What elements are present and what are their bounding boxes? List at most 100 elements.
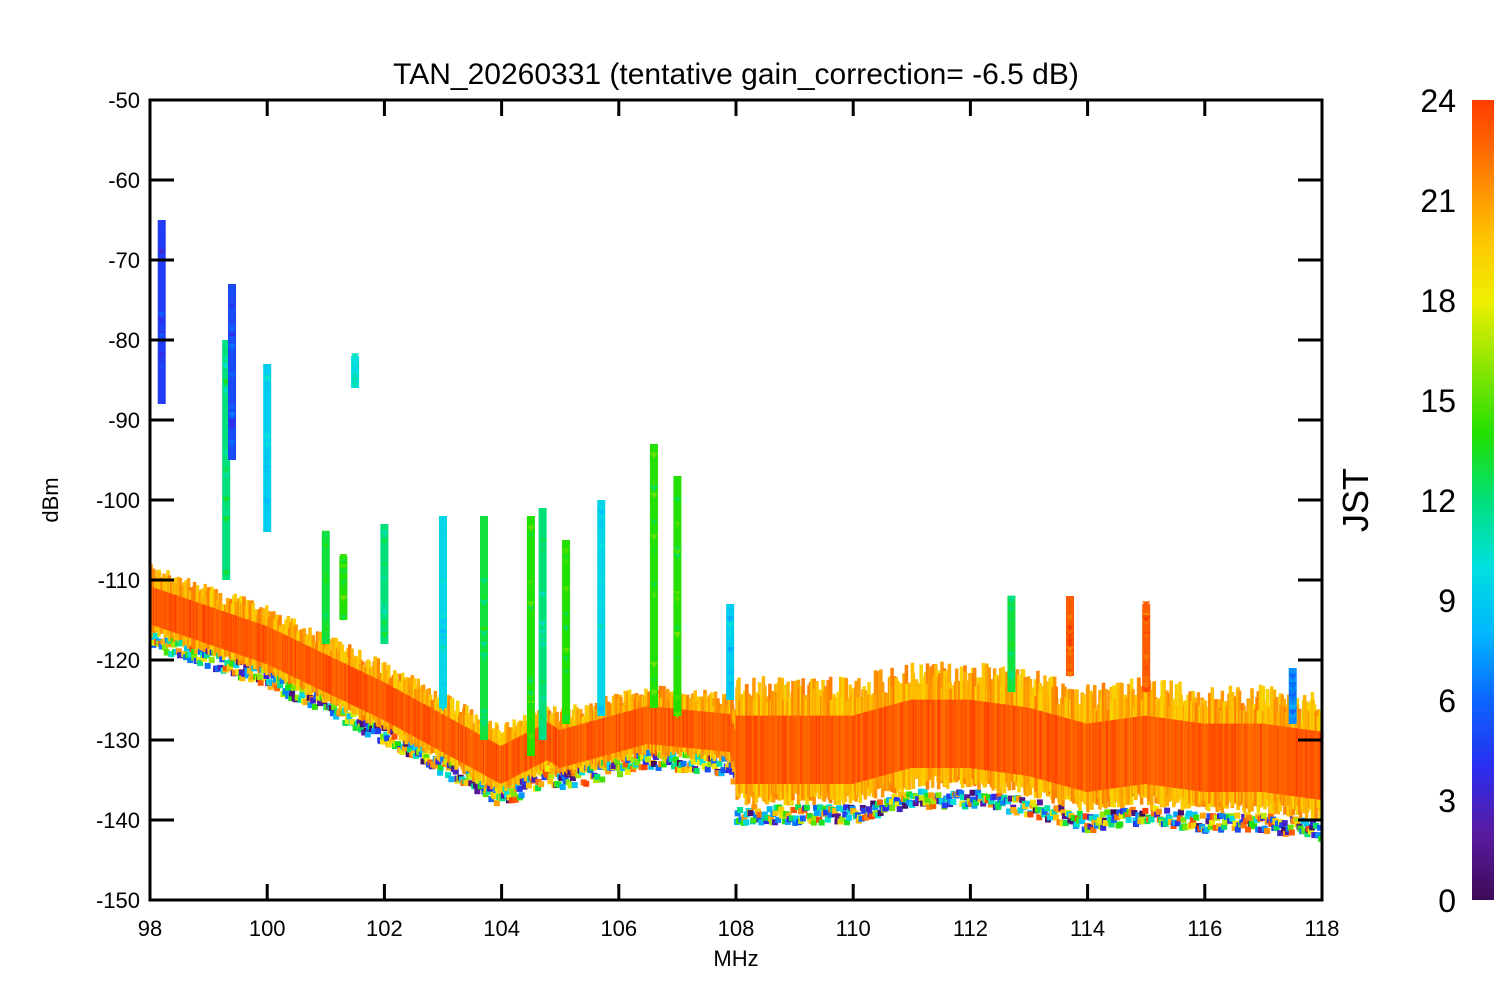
data-point [1066,663,1075,670]
data-point [538,659,547,666]
data-point [649,534,658,541]
data-point [1244,826,1251,833]
data-point [339,564,348,571]
data-point [1062,820,1069,827]
noise-band-segment [275,630,280,669]
noise-band-segment [1039,710,1043,780]
noise-band-segment [949,699,953,768]
data-point [1246,814,1253,821]
data-point [351,373,360,380]
data-point [526,601,535,608]
noise-band-segment [979,701,983,770]
data-point [1056,819,1063,826]
noise-band-segment [780,715,785,784]
noise-band-segment [489,740,494,779]
data-point [1177,809,1184,816]
data-point [362,720,369,727]
noise-band-segment [343,663,348,702]
y-axis: -50 -60 -70 -80 -90 -100 -110 -120 -130 -140 -150 [96,88,1322,913]
data-point [257,679,264,686]
data-point [788,815,795,822]
noise-band-segment [876,708,880,778]
data-point [359,721,366,728]
data-point [277,682,284,689]
data-point [673,496,682,503]
data-point [673,596,682,603]
data-point [157,332,166,339]
data-point [946,793,953,800]
noise-band-segment [398,690,403,729]
data-point [630,766,637,773]
noise-band-segment [749,715,753,784]
noise-band-segment [974,700,979,769]
data-point [950,798,957,805]
data-point [1092,814,1099,821]
data-point [439,666,447,673]
noise-band-segment [311,647,316,686]
noise-band-segment [379,680,384,719]
x-tick-label: 98 [138,916,162,941]
noise-band-segment [1220,723,1225,792]
data-point [921,788,928,795]
noise-band-segment [608,716,612,755]
data-point [157,326,166,333]
noise-band-segment [452,719,456,758]
data-point [439,648,447,655]
data-point [351,382,360,389]
data-point [439,580,447,587]
signal-spike [562,540,571,724]
data-point [1084,823,1091,830]
data-point [274,685,281,692]
data-point [222,509,231,516]
data-point [1193,814,1200,821]
data-point [263,442,272,449]
data-point [339,572,348,579]
data-point [526,525,535,532]
data-point [958,790,965,797]
data-point [1030,799,1037,806]
data-point [761,811,768,818]
noise-band-segment [410,697,415,736]
colorbar-tick-label: 15 [1420,383,1456,419]
noise-band-segment [745,715,749,784]
data-point [903,796,910,803]
data-point [1102,820,1109,827]
data-point [918,795,925,802]
noise-band-segment [1215,723,1219,792]
data-point [310,697,317,704]
data-point [263,487,272,494]
noise-band-segment [1113,719,1118,789]
noise-band-segment [805,715,809,784]
data-point [1148,816,1155,823]
data-point [882,805,889,812]
noise-band-segment [636,708,640,747]
noise-band-segment [672,708,677,747]
noise-band-segment [569,727,573,766]
data-point [1277,830,1284,837]
data-point [703,754,710,761]
data-point [758,819,765,826]
data-point [597,573,606,580]
data-point [726,616,735,623]
noise-band-segment [582,723,586,762]
data-point [715,770,722,777]
data-point [1099,811,1106,818]
y-tick-label: -70 [108,248,140,273]
data-point [380,561,389,568]
noise-band-segment [883,706,888,776]
data-point [480,641,489,648]
data-point [624,768,631,775]
noise-band-segment [647,706,652,745]
data-point [1209,819,1216,826]
data-point [599,776,606,783]
noise-band-segment [495,743,499,782]
noise-band-segment [911,699,916,768]
data-point [1007,642,1016,649]
data-point [222,516,231,523]
data-point [204,662,211,669]
data-point [726,656,735,663]
data-point [1066,638,1075,645]
y-tick-label: -130 [96,728,140,753]
data-point [579,769,586,776]
y-tick-label: -50 [108,88,140,113]
